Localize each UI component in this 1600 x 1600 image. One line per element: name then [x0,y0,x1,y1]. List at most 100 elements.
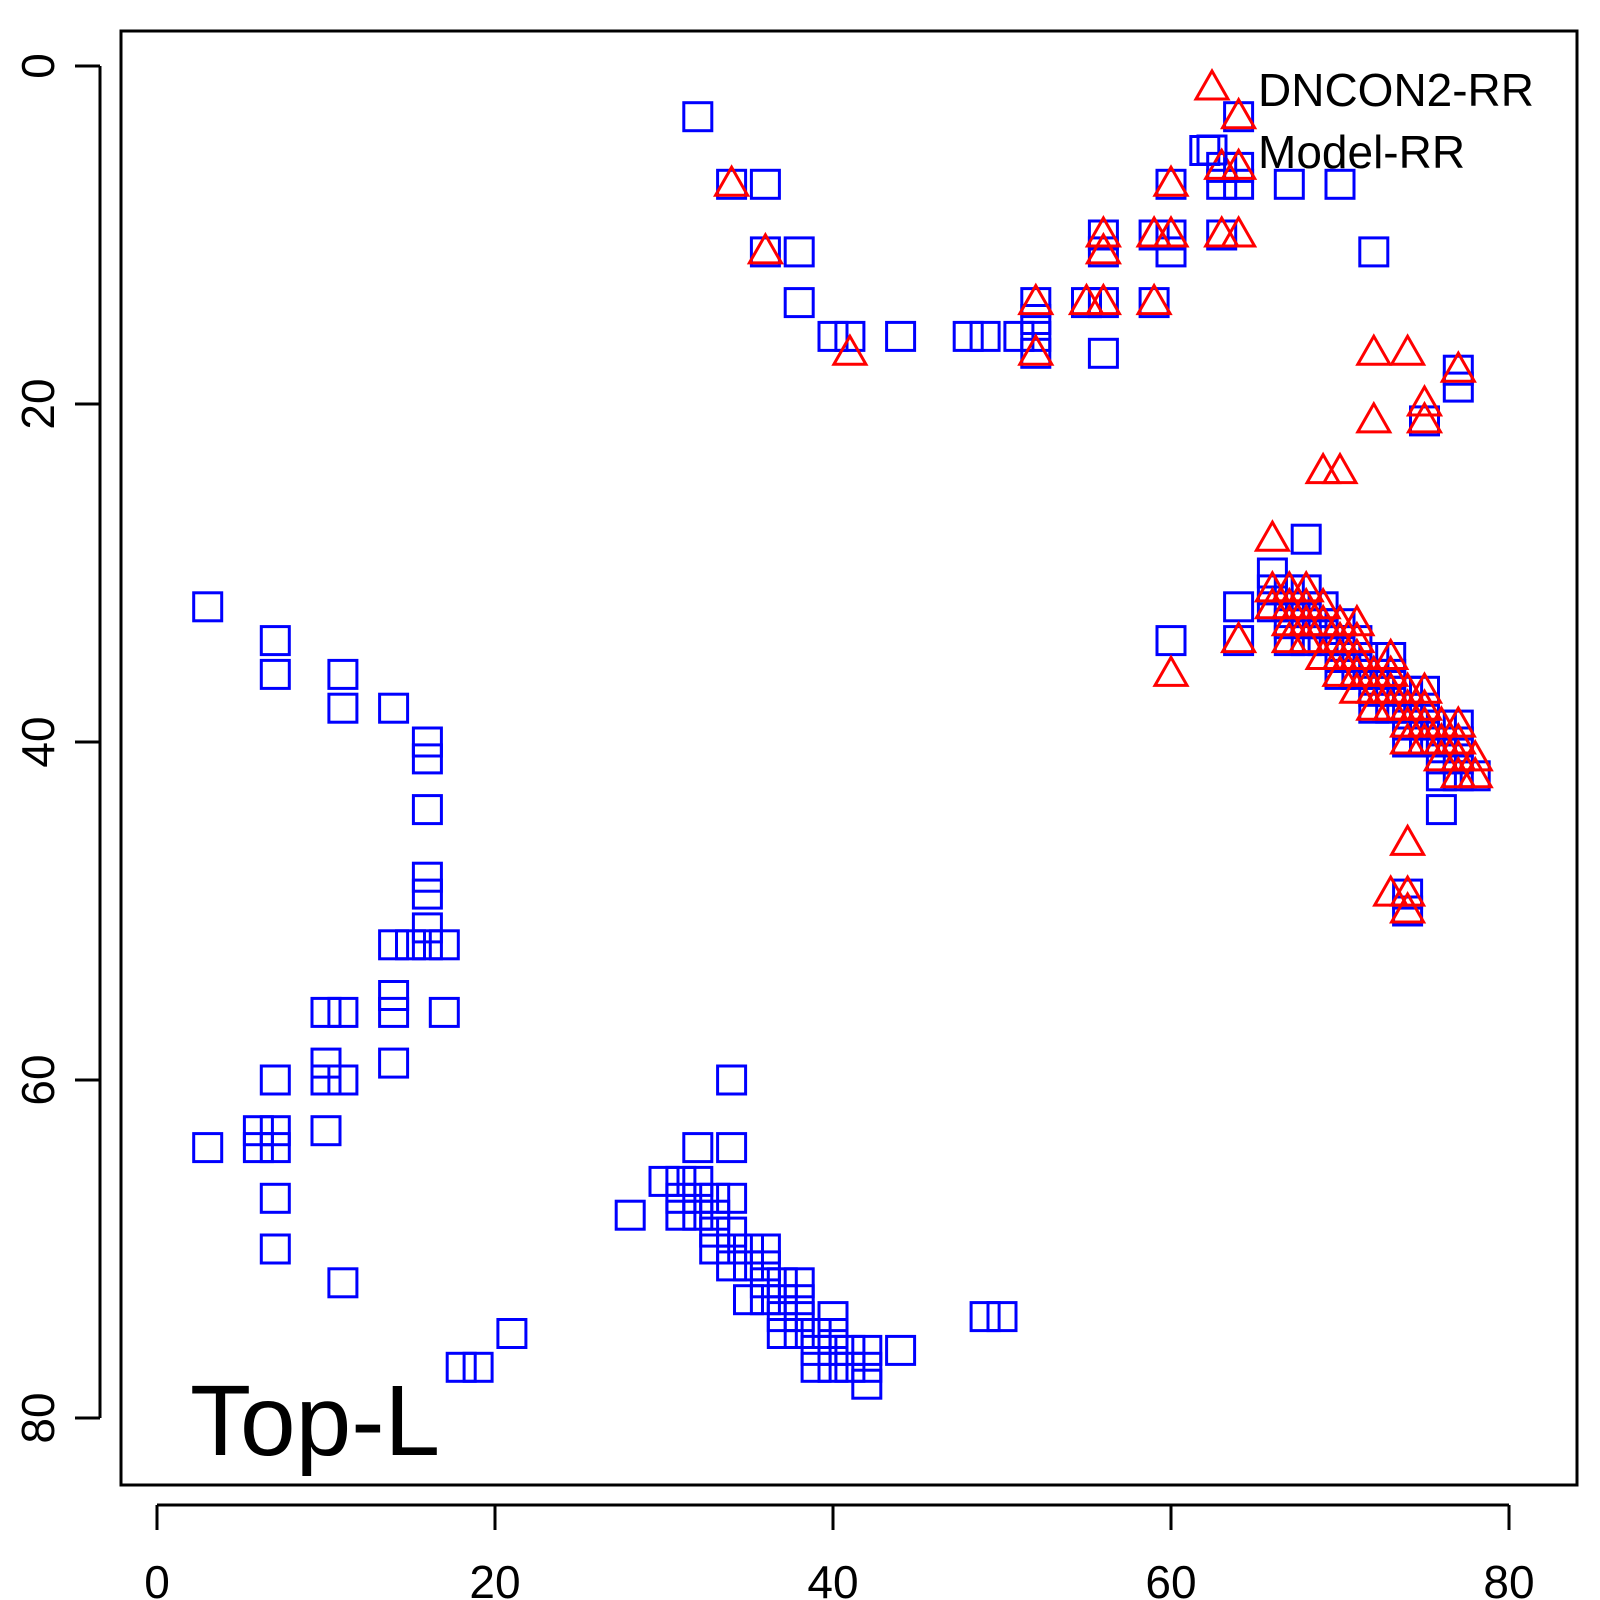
model-rr-point [851,1368,883,1400]
model-rr-point [192,1132,224,1164]
model-rr-point [259,1233,291,1265]
model-rr-point [259,1115,291,1147]
dncon2-rr-point [1389,823,1427,856]
model-rr-point [749,1284,781,1316]
y-tick-label: 80 [12,1392,64,1443]
model-rr-point [310,1047,342,1079]
dncon2-rr-point [1220,147,1258,180]
model-rr-point [665,1165,697,1197]
legend-marker-triangle [1193,67,1231,101]
dncon2-rr-point [1220,214,1258,248]
model-rr-point [259,1064,291,1096]
model-rr-point [496,1318,528,1349]
dncon2-rr-point [1439,350,1477,383]
y-tick-label: 0 [12,53,64,79]
dncon2-rr-point [831,333,869,366]
model-rr-point [699,1216,731,1248]
dncon2-rr-point [1355,400,1393,434]
dncon2-rr-point [1338,620,1376,654]
model-rr-point [800,1318,832,1349]
dncon2-rr-point [1389,890,1427,924]
model-rr-point [682,1132,714,1164]
model-rr-point [834,1351,866,1383]
dncon2-rr-point [713,164,751,197]
dncon2-rr-point [1287,620,1325,654]
model-rr-point [1020,304,1052,335]
model-rr-point [1206,168,1238,200]
model-rr-point [817,1334,849,1366]
model-rr-point [817,1301,849,1333]
dncon2-rr-point [1338,637,1376,670]
dncon2-rr-point [1084,231,1122,265]
model-rr-point [851,1351,883,1383]
model-rr-point [885,1334,917,1366]
dncon2-rr-point [1135,282,1173,316]
model-rr-point [834,320,866,352]
dncon2-rr-point [1405,400,1444,434]
model-rr-point [327,1267,359,1299]
dncon2-rr-point [1372,637,1410,670]
dncon2-rr-point [1456,755,1494,789]
y-axis: 0 20 40 60 80 [12,53,102,1444]
model-rr-point [1003,320,1035,352]
model-rr-point [716,1132,748,1164]
dncon2-rr-point [746,231,784,265]
model-rr-point [851,1334,883,1366]
dncon2-rr-point [1405,383,1444,417]
dncon2-rr-point [1405,688,1444,721]
x-tick-label: 0 [144,1556,170,1600]
model-rr-point [682,1165,714,1197]
y-tick-label: 40 [12,716,64,767]
model-rr-point [766,1284,798,1316]
legend-marker-square [1196,134,1228,166]
model-rr-point [1324,168,1356,200]
x-tick-label: 80 [1483,1556,1534,1600]
panel-annotation: Top-L [190,1365,440,1477]
model-rr-point [411,861,443,893]
model-rr-point [378,692,410,724]
model-rr-point [783,1301,815,1333]
model-rr-point [766,1267,798,1299]
model-rr-point [1358,236,1390,268]
model-rr-point [1425,760,1457,792]
dncon2-rr-point [1304,586,1342,620]
model-rr-point [800,1351,832,1383]
model-rr-point [327,658,359,690]
x-tick-label: 40 [807,1556,858,1600]
dncon2-rr-point [1017,333,1055,366]
dncon2-rr-point [1372,654,1410,687]
model-rr-point [749,1233,781,1265]
model-rr-point [411,726,443,758]
model-rr-point [885,320,917,352]
model-rr-point [665,1182,697,1214]
dncon2-rr-point [1439,721,1477,755]
model-rr-point [614,1199,646,1231]
model-rr-point [1087,337,1119,369]
dncon2-rr-point [1152,654,1190,687]
model-rr-point [1425,794,1457,826]
model-rr-point [817,320,849,352]
model-rr-point [749,1267,781,1299]
dncon2-rr-point [1389,874,1427,907]
model-rr-point [462,1351,494,1383]
model-rr-point [766,1301,798,1333]
series-dncon2-rr [713,96,1494,924]
model-rr-point [733,1233,764,1265]
model-rr-point [428,929,460,961]
model-rr-point [682,1199,714,1231]
y-tick-label: 20 [12,378,64,429]
model-rr-point [1155,625,1187,657]
model-rr-point [749,168,781,200]
plot-frame [119,29,1579,1487]
model-rr-point [1290,523,1322,555]
model-rr-point [733,1250,764,1282]
model-rr-point [378,929,410,961]
model-rr-point [783,287,815,319]
model-rr-point [766,1318,798,1349]
dncon2-rr-point [1152,164,1190,197]
dncon2-rr-point [1253,519,1291,552]
model-rr-point [699,1199,731,1231]
model-rr-point [259,1132,291,1164]
model-rr-point [1223,168,1255,200]
